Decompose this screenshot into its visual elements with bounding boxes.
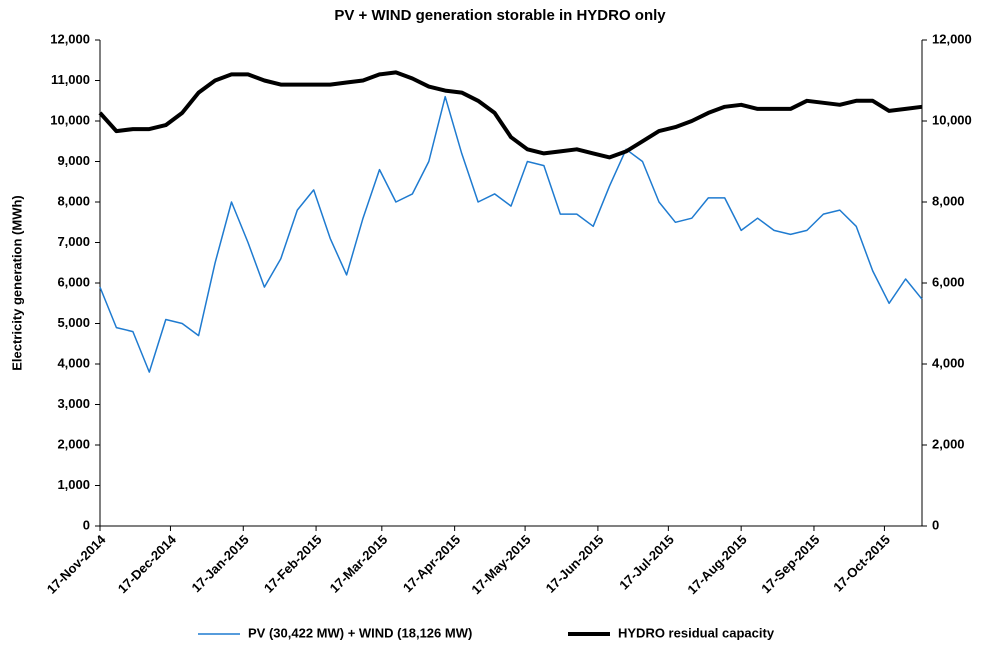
y-tick-label: 11,000 [51, 72, 90, 87]
x-tick-label: 17-Mar-2015 [327, 532, 391, 596]
y2-tick-label: 10,000 [932, 112, 972, 127]
y-tick-label: 2,000 [57, 436, 90, 451]
x-tick-label: 17-Jan-2015 [189, 532, 252, 595]
y-tick-label: 0 [83, 517, 90, 532]
legend-label: PV (30,422 MW) + WIND (18,126 MW) [248, 625, 472, 640]
y-tick-label: 10,000 [50, 112, 90, 127]
y-axis-label: Electricity generation (MWh) [9, 195, 24, 371]
y2-tick-label: 6,000 [932, 274, 965, 289]
y-tick-label: 7,000 [57, 234, 90, 249]
y-tick-label: 3,000 [57, 396, 90, 411]
x-tick-label: 17-Oct-2015 [830, 532, 893, 595]
y-tick-label: 9,000 [57, 153, 90, 168]
series-line [99, 95, 923, 373]
y-tick-label: 5,000 [57, 315, 90, 330]
x-tick-label: 17-Sep-2015 [758, 532, 822, 596]
series-line [98, 70, 923, 160]
legend-label: HYDRO residual capacity [618, 625, 775, 640]
y2-tick-label: 2,000 [932, 436, 965, 451]
y-tick-label: 1,000 [57, 477, 90, 492]
x-tick-label: 17-Jul-2015 [616, 532, 677, 593]
x-tick-label: 17-May-2015 [468, 532, 533, 597]
y2-tick-label: 8,000 [932, 193, 965, 208]
x-tick-label: 17-Nov-2014 [44, 531, 109, 596]
x-tick-label: 17-Feb-2015 [261, 532, 325, 596]
x-tick-label: 17-Dec-2014 [115, 531, 180, 596]
x-tick-label: 17-Apr-2015 [400, 532, 463, 595]
y2-tick-label: 4,000 [932, 355, 965, 370]
y-tick-label: 8,000 [57, 193, 90, 208]
y-tick-label: 4,000 [57, 355, 90, 370]
x-tick-label: 17-Jun-2015 [543, 532, 607, 596]
y2-tick-label: 0 [932, 517, 939, 532]
y-tick-label: 12,000 [50, 31, 90, 46]
x-tick-label: 17-Aug-2015 [684, 532, 749, 597]
y-tick-label: 6,000 [57, 274, 90, 289]
y2-tick-label: 12,000 [932, 31, 972, 46]
chart-title: PV + WIND generation storable in HYDRO o… [334, 7, 666, 24]
